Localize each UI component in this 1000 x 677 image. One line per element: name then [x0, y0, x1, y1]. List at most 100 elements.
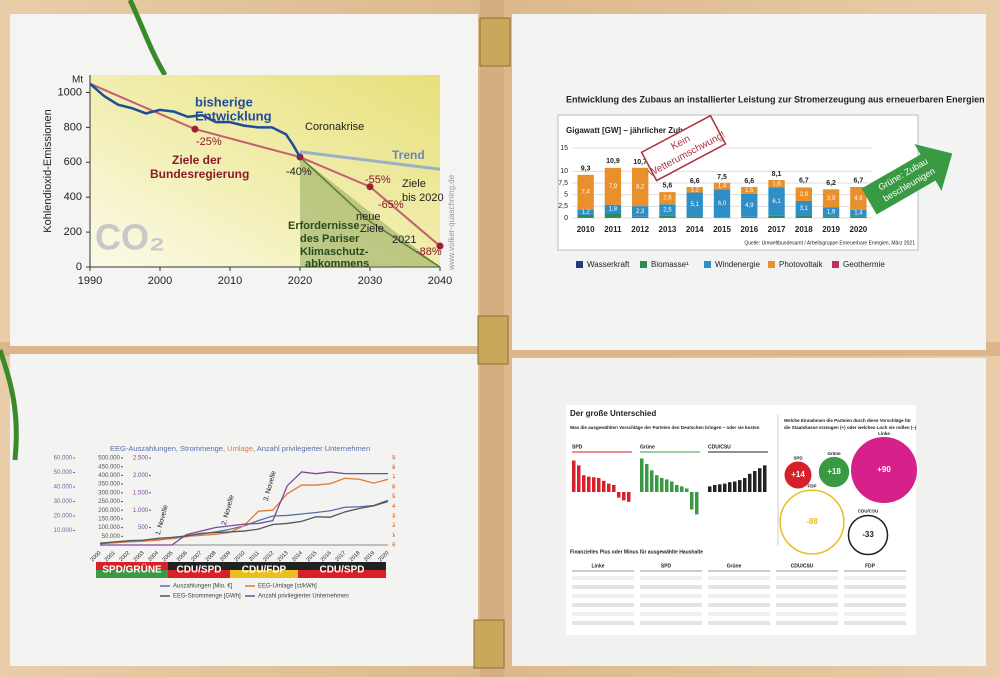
annotation: CO₂	[95, 217, 165, 258]
small-bar	[733, 481, 737, 492]
bar-value-label: 3,1	[800, 206, 809, 212]
coalition-label: CDU/FDP	[242, 565, 287, 576]
coalition-band	[298, 570, 386, 578]
table-row	[572, 576, 634, 580]
legend-label: Auszahlungen [Mio. €]	[173, 584, 233, 590]
table-row	[844, 612, 906, 616]
y-tick-label: 2.500	[133, 456, 149, 462]
bar-value-label: 2,5	[663, 208, 672, 214]
poster-subtitle: Was die ausgewählten Vorschläge der Part…	[570, 425, 760, 430]
y-tick-label: 7,5	[558, 180, 568, 187]
small-bar	[743, 478, 747, 492]
small-bar	[748, 473, 752, 492]
y-tick-label: 450.000	[98, 464, 120, 470]
y-tick-label: 10.000	[54, 528, 73, 534]
y-tick-label: 300.000	[98, 490, 120, 496]
y-tick-label: 5	[392, 494, 396, 500]
annotation: -40%	[286, 166, 312, 178]
small-bar	[617, 492, 621, 498]
y-tick-label: 350.000	[98, 482, 120, 488]
small-bar	[738, 480, 742, 492]
x-tick-label: 2015	[713, 225, 731, 234]
total-label: 5,6	[663, 183, 673, 190]
target-point	[366, 183, 374, 191]
legend-label: EEG-Strommenge [GWh]	[173, 594, 241, 600]
y-tick-label: 10	[560, 168, 568, 175]
small-bar	[670, 481, 674, 492]
y-tick-label: 0	[392, 543, 396, 549]
coalition-band	[96, 562, 168, 570]
table-row	[844, 603, 906, 607]
hinge	[473, 619, 505, 669]
bar-segment	[822, 189, 840, 208]
table-row	[776, 603, 838, 607]
y-tick-label: 1000	[58, 86, 82, 98]
bar-value-label: 4,9	[745, 203, 754, 209]
small-bar	[587, 476, 591, 492]
bar-value-label: 1,2	[691, 187, 700, 193]
group-label: Grüne	[640, 444, 655, 450]
y-tick-label: 400	[64, 191, 82, 203]
bar-segment	[604, 167, 622, 205]
small-bar	[708, 486, 712, 492]
total-label: 6,6	[744, 178, 754, 185]
legend-swatch	[704, 261, 711, 268]
x-tick-label: 2030	[358, 275, 382, 287]
x-tick-label: 2020	[288, 275, 312, 287]
table-row	[776, 612, 838, 616]
x-tick-label: 2010	[577, 225, 595, 234]
coalition-band	[168, 562, 230, 570]
annotation: Bundesregierung	[150, 167, 249, 181]
bubble-party: SPD	[793, 455, 803, 460]
table-row	[844, 585, 906, 589]
y-tick-label: 20.000	[54, 514, 73, 520]
bar-segment	[741, 193, 758, 217]
bubble-label: -33	[862, 530, 874, 539]
y-tick-label: 40.000	[54, 485, 73, 491]
small-bar	[622, 492, 626, 501]
annotation: Entwicklung	[195, 108, 272, 123]
total-label: 9,3	[581, 165, 591, 172]
total-label: 7,5	[717, 174, 727, 181]
group-label: CDU/CSU	[708, 444, 731, 450]
x-tick-label: 1990	[78, 275, 102, 287]
bar-segment	[659, 192, 676, 205]
bubble-label: +18	[827, 467, 841, 476]
small-bar	[577, 465, 581, 492]
title-part: EEG-Auszahlungen, Strommenge,	[110, 444, 227, 453]
y-tick-label: 800	[64, 121, 82, 133]
small-bar	[572, 460, 576, 492]
y-tick-label: 2,5	[558, 203, 568, 210]
bubble	[850, 436, 918, 504]
bubble-party: FDP	[808, 483, 817, 488]
table-row	[640, 603, 702, 607]
hinge	[479, 17, 511, 67]
table-party: Grüne	[727, 563, 742, 569]
bar-segment	[686, 192, 703, 217]
bar-segment	[795, 215, 812, 218]
annotation: Trend	[392, 148, 425, 162]
bar-segment	[850, 209, 867, 217]
bar-value-label: 6,0	[718, 201, 727, 207]
bar-segment	[659, 204, 676, 216]
legend-label: Anzahl privilegierter Unternehmen	[258, 594, 349, 600]
bar-value-label: 6,1	[772, 199, 781, 205]
annotation: bis 2020	[402, 192, 444, 204]
y-tick-label: 1.000	[133, 508, 149, 514]
bubble-party: CDU/CSU	[858, 509, 879, 514]
bar-segment	[822, 207, 840, 217]
bubble	[847, 514, 889, 556]
small-bar	[627, 492, 631, 502]
bar-segment	[795, 187, 812, 201]
note-frame	[640, 114, 727, 182]
table-row	[572, 585, 634, 589]
series-line	[99, 500, 389, 544]
table-party: Linke	[591, 563, 604, 569]
total-label: 10,9	[606, 158, 620, 165]
chart-title: Entwicklung des Zubaus an installierter …	[566, 94, 985, 104]
poster-title: Der große Unterschied	[570, 409, 656, 418]
annotation: des Pariser	[300, 233, 360, 245]
bar-segment	[713, 189, 731, 218]
table-row	[640, 576, 702, 580]
co2-plot-background	[90, 75, 440, 267]
